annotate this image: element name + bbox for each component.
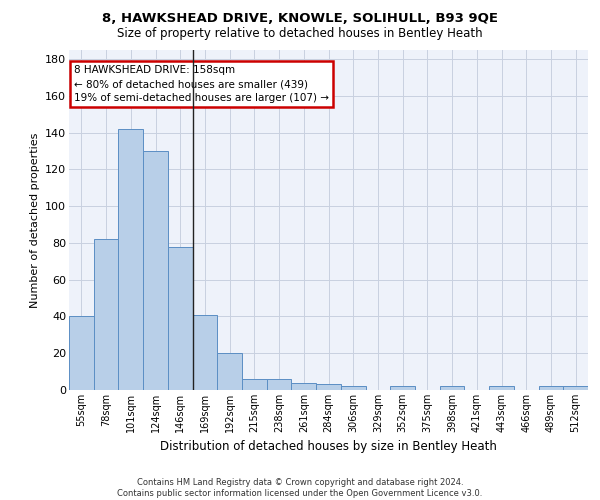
Bar xyxy=(193,314,217,390)
Bar xyxy=(168,246,193,390)
Text: Contains HM Land Registry data © Crown copyright and database right 2024.
Contai: Contains HM Land Registry data © Crown c… xyxy=(118,478,482,498)
Bar xyxy=(118,129,143,390)
Text: 8 HAWKSHEAD DRIVE: 158sqm
← 80% of detached houses are smaller (439)
19% of semi: 8 HAWKSHEAD DRIVE: 158sqm ← 80% of detac… xyxy=(74,66,329,104)
Bar xyxy=(217,353,242,390)
Bar xyxy=(316,384,341,390)
X-axis label: Distribution of detached houses by size in Bentley Heath: Distribution of detached houses by size … xyxy=(160,440,497,454)
Bar xyxy=(539,386,563,390)
Bar xyxy=(563,386,588,390)
Bar xyxy=(69,316,94,390)
Text: Size of property relative to detached houses in Bentley Heath: Size of property relative to detached ho… xyxy=(117,28,483,40)
Bar xyxy=(267,379,292,390)
Y-axis label: Number of detached properties: Number of detached properties xyxy=(29,132,40,308)
Bar xyxy=(341,386,365,390)
Bar xyxy=(292,382,316,390)
Bar xyxy=(390,386,415,390)
Bar xyxy=(489,386,514,390)
Bar xyxy=(143,151,168,390)
Bar xyxy=(242,379,267,390)
Bar xyxy=(94,240,118,390)
Bar xyxy=(440,386,464,390)
Text: 8, HAWKSHEAD DRIVE, KNOWLE, SOLIHULL, B93 9QE: 8, HAWKSHEAD DRIVE, KNOWLE, SOLIHULL, B9… xyxy=(102,12,498,26)
